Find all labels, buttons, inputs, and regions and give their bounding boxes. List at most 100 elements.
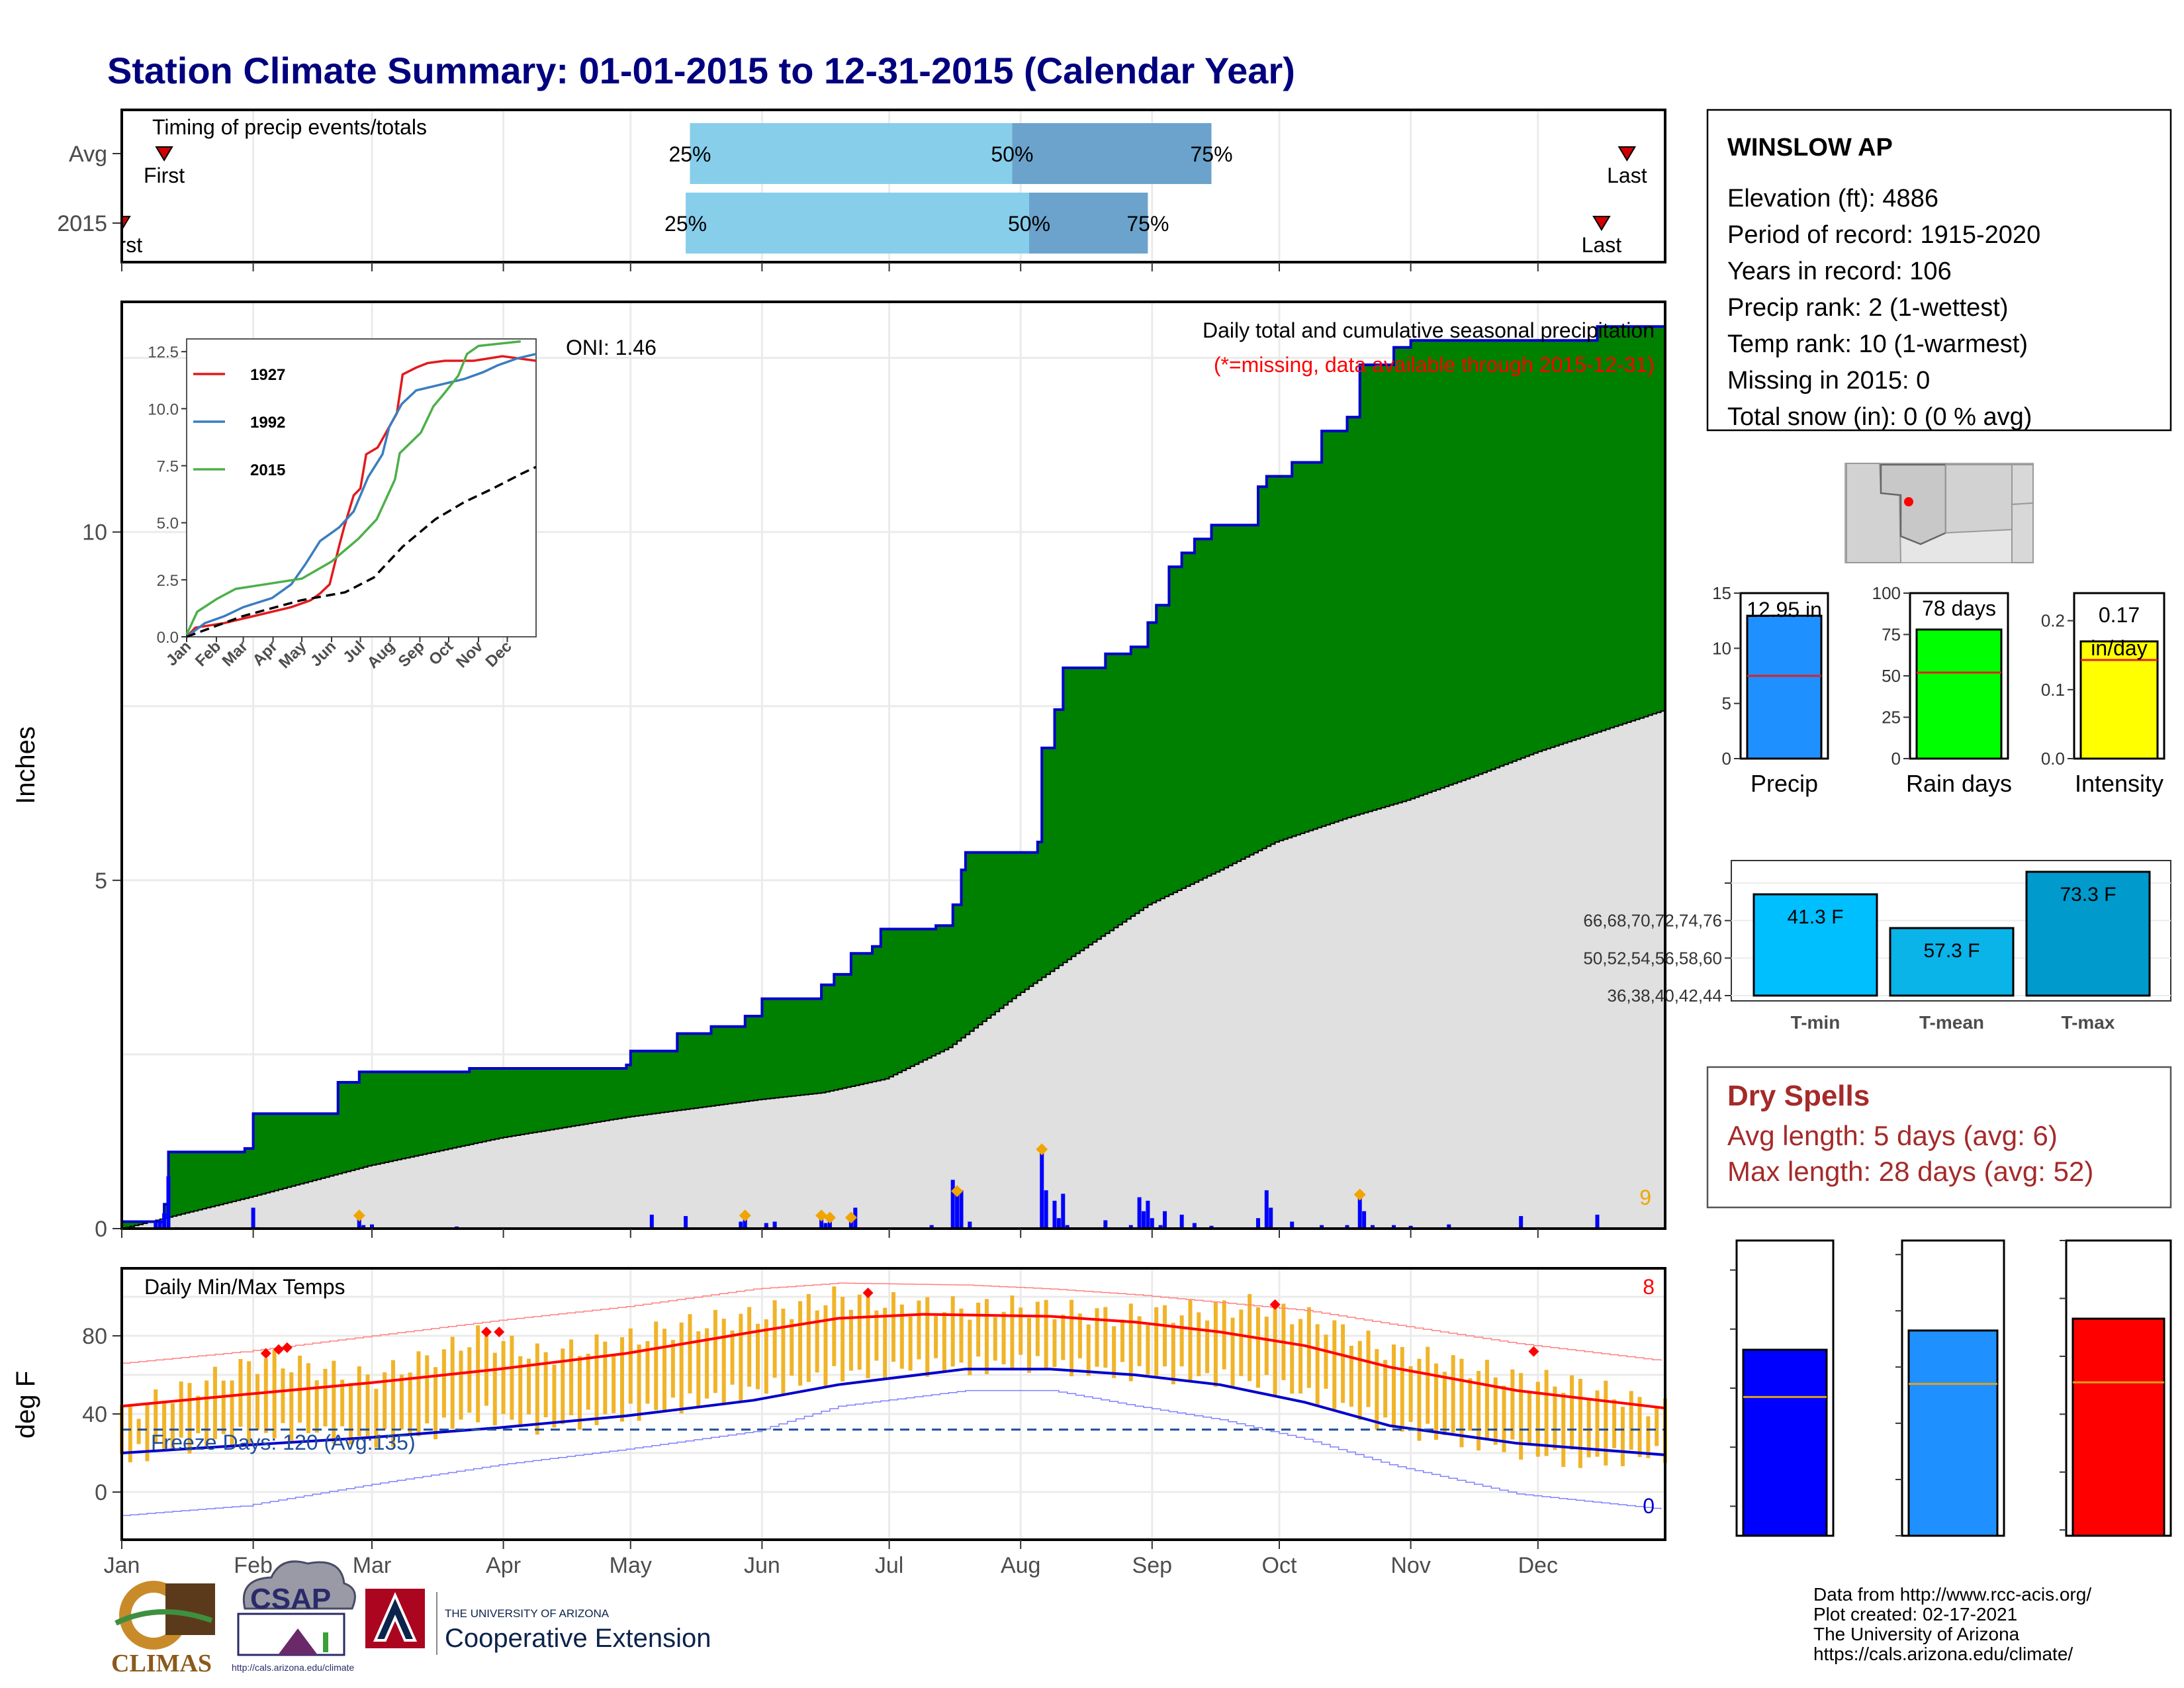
daily-temp-range-bar — [857, 1294, 862, 1370]
daily-temp-range-bar — [247, 1361, 251, 1444]
inset-y-tick-label: 10.0 — [148, 400, 179, 418]
daily-temp-range-bar — [1027, 1317, 1032, 1373]
daily-temp-range-bar — [255, 1374, 260, 1430]
precip-summary-bars: 0 5 10 15 Precip 0 25 50 75 100 Rain days 0.0 0.1 0.2… — [1712, 583, 2165, 797]
daily-temp-range-bar — [552, 1364, 557, 1428]
month-tick-label: Jun — [744, 1553, 780, 1578]
daily-temp-range-bar — [510, 1335, 514, 1420]
record-temp-marker — [494, 1327, 505, 1338]
daily-temp-range-bar — [670, 1340, 675, 1398]
timing-q25-label: 25% — [664, 212, 707, 236]
daily-temp-range-bar — [289, 1372, 294, 1441]
daily-temp-range-bar — [950, 1296, 955, 1367]
daily-temp-range-bar — [281, 1368, 285, 1423]
average-min-temp-line — [121, 1368, 1666, 1456]
daily-temp-range-bar — [408, 1372, 412, 1436]
daily-temp-range-bar — [603, 1341, 608, 1415]
daily-temp-range-bar — [1578, 1378, 1582, 1468]
daily-precip-bar — [1320, 1225, 1324, 1229]
precip-y-tick-label: 0 — [95, 1217, 107, 1242]
daily-temp-range-bar — [399, 1374, 404, 1430]
daily-precip-bar — [827, 1220, 832, 1229]
daily-precip-bar — [1141, 1211, 1146, 1229]
extreme-event-count: 9 — [1639, 1186, 1651, 1209]
daily-temp-range-bar — [535, 1343, 539, 1435]
daily-temp-range-bar — [501, 1340, 506, 1415]
footer-line: Data from http://www.rcc-acis.org/ — [1813, 1584, 2091, 1605]
precip-events-chart: 36,38,40,42,44 50,52,54,56,58,60 66,68,70,… — [1583, 860, 2171, 1033]
daily-temp-range-bar — [374, 1389, 379, 1448]
events-category-label: T-max — [2062, 1012, 2115, 1033]
precip-frame — [120, 301, 1666, 1230]
daily-temp-range-bar — [1561, 1393, 1566, 1468]
daily-temp-range-bar — [619, 1337, 624, 1422]
timing-title: Timing of precip events/totals — [152, 115, 427, 139]
daily-temp-range-bar — [806, 1293, 811, 1382]
month-tick-label: Jul — [875, 1553, 903, 1578]
daily-temp-range-bar — [357, 1366, 361, 1436]
precip-y-tick-label: 5 — [95, 868, 107, 894]
daily-precip-bar — [1408, 1225, 1413, 1229]
station-detail: Elevation (ft): 4886 — [1727, 185, 1938, 212]
daily-temp-range-bar — [917, 1300, 921, 1360]
daily-temp-range-bar — [441, 1349, 446, 1418]
daily-temp-range-bar — [1383, 1360, 1388, 1418]
daily-temp-range-bar — [866, 1291, 870, 1379]
summary-y-tick-label: 50 — [1882, 666, 1901, 686]
extreme-precip-marker — [739, 1209, 751, 1222]
month-tick-label: Mar — [353, 1553, 392, 1578]
timing-row-label: 2015 — [57, 211, 107, 236]
rain-days-label: 78 days — [1922, 596, 1996, 620]
station-location-dot — [1904, 497, 1913, 506]
month-axis: Jan Feb Mar Apr May Jun Jul Aug Sep Oct Nov Dec — [104, 1540, 1558, 1578]
temp-y-axis-label: deg F — [11, 1371, 40, 1438]
daily-temp-range-bar — [628, 1328, 633, 1404]
daily-temp-range-bar — [416, 1351, 421, 1436]
daily-temp-range-bar — [1519, 1373, 1524, 1460]
inset-series-line-1992 — [185, 352, 537, 638]
events-category-label: T-mean — [1919, 1012, 1984, 1033]
daily-temp-range-bar — [314, 1380, 319, 1433]
timing-left-margin — [99, 110, 122, 263]
events-bar-label: 73.3 F — [2060, 884, 2116, 906]
record-low-count: 0 — [1643, 1494, 1655, 1518]
daily-temp-range-bar — [755, 1323, 760, 1389]
daily-precip-bar — [968, 1221, 972, 1229]
summary-category-label: Rain days — [1906, 770, 2012, 797]
climas-logo-text: CLIMAS — [111, 1650, 212, 1677]
daily-precip-bar — [823, 1223, 828, 1229]
daily-temp-range-bar — [1604, 1380, 1608, 1466]
daily-precip-bar — [158, 1220, 162, 1229]
daily-temp-range-bar — [1341, 1324, 1345, 1403]
daily-temp-range-bar — [976, 1302, 981, 1357]
daily-temp-range-bar — [1442, 1372, 1447, 1436]
daily-temp-range-bar — [1391, 1344, 1396, 1429]
daily-temp-range-bar — [1044, 1299, 1048, 1369]
daily-temp-range-bar — [1527, 1391, 1531, 1444]
daily-precip-bar — [848, 1220, 853, 1229]
daily-temp-range-bar — [1629, 1391, 1633, 1450]
daily-temp-range-bar — [1112, 1326, 1116, 1378]
inset-y-tick-label: 2.5 — [157, 572, 179, 590]
daily-temp-range-bar — [1230, 1317, 1235, 1389]
summary-y-tick-label: 100 — [1872, 583, 1901, 603]
timing-bar-q25-q50 — [690, 123, 1013, 184]
csap-logo-text: CSAP — [250, 1583, 331, 1615]
daily-temp-range-bar — [1137, 1316, 1142, 1366]
daily-temp-range-bar — [815, 1310, 819, 1373]
daily-temp-range-bar — [612, 1354, 616, 1413]
extreme-precip-marker — [815, 1209, 828, 1222]
daily-precip-bar — [1040, 1152, 1044, 1229]
daily-temp-range-bar — [170, 1403, 175, 1451]
footer-line: Plot created: 02-17-2021 — [1813, 1604, 2017, 1624]
daily-temp-range-bar — [179, 1381, 183, 1438]
events-bar-heavy — [2025, 870, 2151, 997]
daily-temp-range-bar — [1213, 1301, 1218, 1387]
daily-precip-bar — [959, 1190, 964, 1229]
daily-precip-bar — [649, 1214, 654, 1229]
record-temp-marker — [273, 1344, 285, 1355]
dry-spells-avg: Avg length: 5 days (avg: 6) — [1727, 1120, 2058, 1151]
daily-temp-range-bar — [154, 1389, 158, 1444]
extreme-precip-marker — [844, 1211, 857, 1224]
